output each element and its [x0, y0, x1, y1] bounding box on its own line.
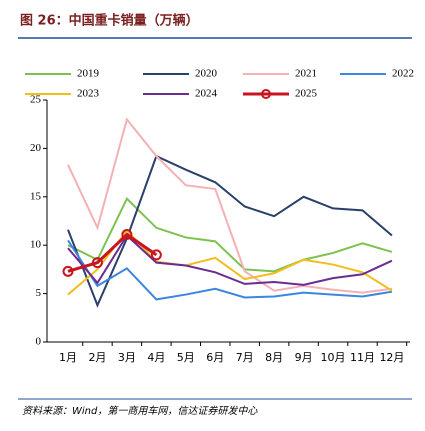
- point-marker: [121, 229, 133, 241]
- y-tick-label: 5: [36, 287, 42, 299]
- x-tick-label: 11月: [350, 351, 375, 364]
- legend-label: 2020: [195, 68, 218, 80]
- y-tick-label: 20: [30, 142, 42, 154]
- legend-label: 2019: [77, 68, 100, 80]
- y-tick-label: 15: [30, 190, 42, 202]
- chart-title: 图 26：中国重卡销量（万辆）: [20, 13, 199, 29]
- legend-label: 2025: [295, 88, 318, 100]
- x-tick-label: 1月: [59, 351, 77, 364]
- series-line: [67, 117, 393, 294]
- series-line: [67, 229, 393, 296]
- x-tick-label: 12月: [379, 351, 404, 364]
- y-tick-label: 0: [36, 336, 42, 348]
- legend-label: 2024: [195, 88, 218, 100]
- x-tick-label: 3月: [118, 351, 136, 364]
- x-tick-label: 8月: [265, 351, 283, 364]
- series-line: [67, 232, 158, 273]
- legend-label: 2021: [295, 68, 317, 80]
- point-marker: [150, 249, 162, 261]
- legend-label: 2023: [77, 88, 100, 100]
- x-tick-label: 2月: [88, 351, 106, 364]
- x-tick-label: 6月: [206, 351, 224, 364]
- x-tick-label: 4月: [147, 351, 165, 364]
- series-line: [67, 154, 393, 308]
- series-line: [67, 239, 393, 301]
- series-line: [67, 233, 393, 286]
- point-marker: [91, 257, 103, 269]
- x-tick-label: 9月: [295, 351, 313, 364]
- series-line: [67, 197, 393, 273]
- y-tick-label: 10: [30, 239, 42, 251]
- x-tick-label: 10月: [321, 351, 346, 364]
- point-marker: [62, 265, 74, 277]
- legend-label: 2022: [392, 68, 414, 80]
- source: 资料来源：Wind，第一商用车网，信达证券研发中心: [22, 405, 258, 417]
- x-tick-label: 7月: [236, 351, 254, 364]
- y-tick-label: 25: [30, 94, 42, 106]
- legend-marker: [261, 89, 271, 99]
- x-tick-label: 5月: [177, 351, 195, 364]
